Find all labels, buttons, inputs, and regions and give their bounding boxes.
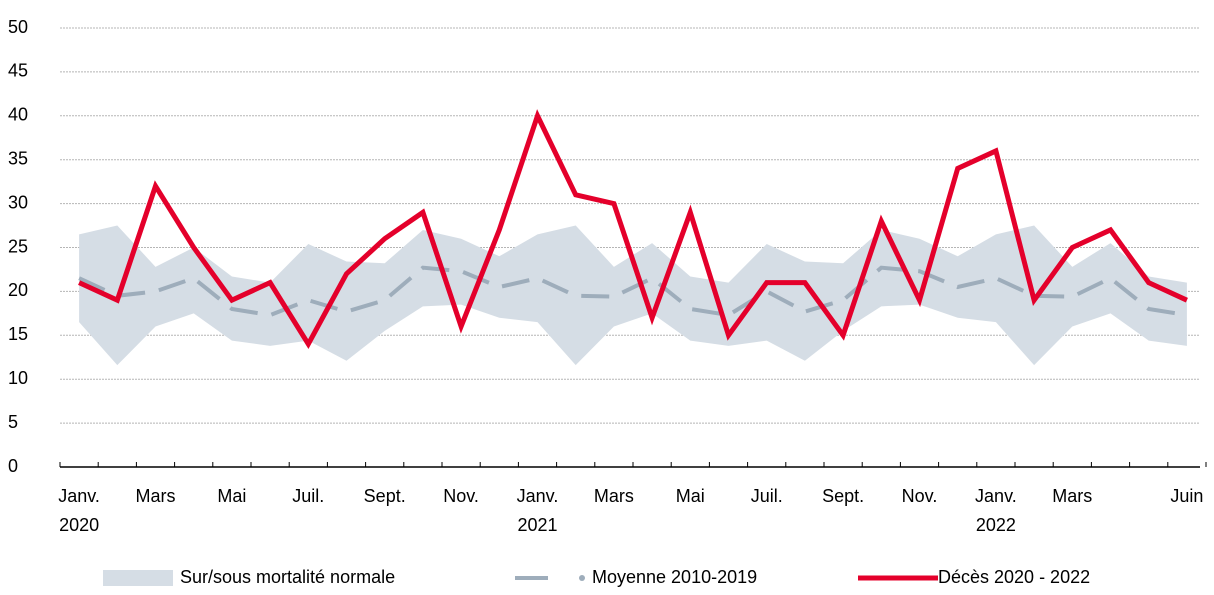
x-tick-label: Janv. 2022: [975, 486, 1017, 535]
x-tick-label: Mars: [136, 486, 176, 506]
y-tick-label: 10: [8, 368, 28, 388]
y-tick-label: 15: [8, 324, 28, 344]
x-tick-label: Mars: [594, 486, 634, 506]
x-tick-label: Mars: [1052, 486, 1092, 506]
y-tick-label: 5: [8, 412, 18, 432]
x-tick-label: Mai: [217, 486, 246, 506]
y-tick-label: 40: [8, 105, 28, 125]
y-tick-label: 20: [8, 280, 28, 300]
y-tick-label: 25: [8, 236, 28, 256]
legend-label: Moyenne 2010-2019: [592, 567, 757, 587]
x-tick-label: Mai: [676, 486, 705, 506]
x-tick-label: Janv. 2021: [517, 486, 559, 535]
y-tick-label: 50: [8, 17, 28, 37]
legend-swatch: [103, 570, 173, 586]
series-line: [78, 265, 1188, 318]
legend-label: Sur/sous mortalité normale: [180, 567, 395, 587]
y-tick-label: 45: [8, 61, 28, 81]
legend-swatch: [579, 575, 585, 581]
band-area: [79, 225, 1187, 366]
x-tick-label: Janv. 2020: [58, 486, 100, 535]
series-line: [78, 109, 1188, 350]
x-tick-label: Juil.: [751, 486, 783, 506]
x-tick-label: Juin: [1170, 486, 1203, 506]
y-tick-label: 35: [8, 148, 28, 168]
legend-label: Décès 2020 - 2022: [938, 567, 1090, 587]
y-tick-label: 30: [8, 192, 28, 212]
y-tick-label: 0: [8, 456, 18, 476]
x-tick-label: Juil.: [292, 486, 324, 506]
x-tick-label: Sept.: [822, 486, 864, 506]
x-tick-label: Sept.: [364, 486, 406, 506]
x-tick-label: Nov.: [443, 486, 479, 506]
x-tick-label: Nov.: [902, 486, 938, 506]
